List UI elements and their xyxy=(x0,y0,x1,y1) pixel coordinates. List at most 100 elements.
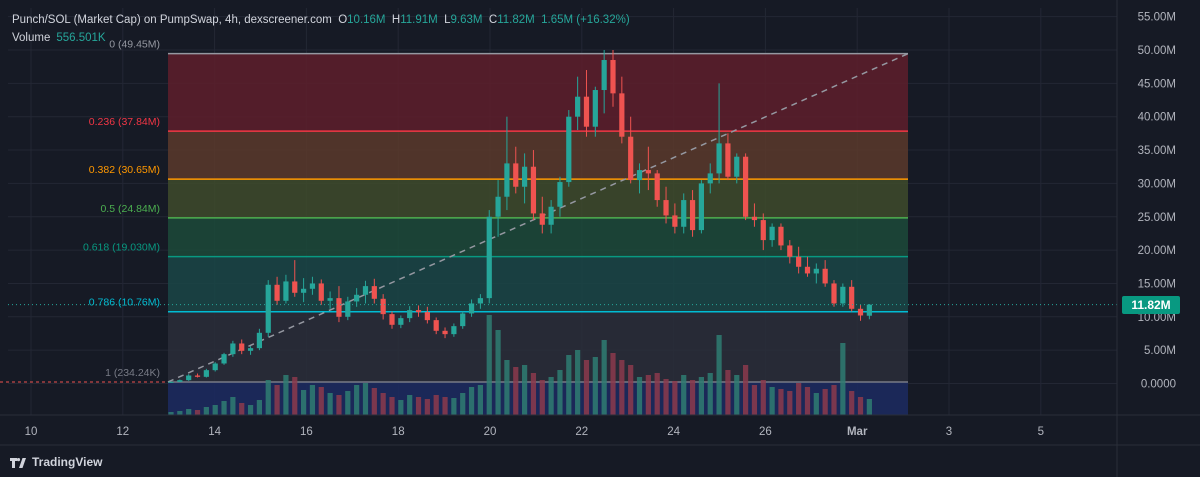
candle-body xyxy=(256,332,262,349)
candle-body xyxy=(442,330,448,335)
candle-body xyxy=(840,286,846,304)
volume-bar xyxy=(566,355,572,415)
volume-bar xyxy=(442,397,448,415)
volume-bar xyxy=(194,410,201,415)
candle-body xyxy=(415,310,422,313)
volume-bar xyxy=(698,377,704,415)
candle-body xyxy=(177,380,183,382)
fib-zone xyxy=(168,131,908,180)
price-axis[interactable]: 55.00M 50.00M 45.00M 40.00M 35.00M 30.00M 25.0… xyxy=(1138,12,1176,391)
candle-body xyxy=(849,286,855,309)
volume-bar xyxy=(601,340,607,415)
volume-bar xyxy=(203,407,209,415)
volume-bar xyxy=(583,360,590,415)
price-tick-label: 10.00M xyxy=(1138,312,1176,324)
candle-body xyxy=(371,286,377,299)
volume-bar xyxy=(716,335,722,415)
volume-bar xyxy=(309,385,316,415)
time-tick-label: Mar xyxy=(847,426,868,438)
candle-body xyxy=(327,298,333,301)
candle-body xyxy=(689,200,696,231)
volume-bar xyxy=(513,367,519,415)
high-label: H xyxy=(391,14,401,26)
volume-bar xyxy=(256,400,262,415)
candle-body xyxy=(194,375,201,377)
candle-body xyxy=(407,310,413,319)
volume-bar xyxy=(177,411,183,415)
fib-zone xyxy=(168,256,908,312)
candle-body xyxy=(274,284,280,301)
symbol-legend: Punch/SOL (Market Cap) on PumpSwap, 4h, … xyxy=(12,14,630,26)
candle-body xyxy=(495,196,501,217)
candle-body xyxy=(460,313,466,327)
time-tick-label: 26 xyxy=(759,426,772,438)
candle-body xyxy=(451,326,457,335)
volume-bar xyxy=(751,385,758,415)
fib-retracement[interactable]: 0 (49.45M) 0.236 (37.84M) 0.382 (30.65M) 0.… xyxy=(0,39,909,415)
volume-bar xyxy=(557,370,563,415)
volume-bar xyxy=(460,393,466,415)
volume-bar xyxy=(495,330,501,415)
candle-body xyxy=(221,354,227,364)
candle-body xyxy=(698,183,704,231)
candle-body xyxy=(212,363,218,371)
time-tick-label: 5 xyxy=(1038,426,1044,438)
candle-body xyxy=(760,220,766,241)
last-price-tag: 11.82M xyxy=(1122,296,1180,314)
volume-bar xyxy=(530,373,537,415)
volume-bar xyxy=(619,360,625,415)
price-tick-label: 40.00M xyxy=(1138,112,1176,124)
volume-bar xyxy=(787,391,793,415)
volume-bar xyxy=(849,391,855,415)
tradingview-brand[interactable]: TradingView xyxy=(10,455,102,469)
volume-bar xyxy=(663,379,669,415)
fib-zone xyxy=(168,179,908,218)
candle-body xyxy=(743,156,749,217)
volume-bar xyxy=(866,399,872,415)
time-tick-label: 20 xyxy=(484,426,497,438)
price-tick-label: 30.00M xyxy=(1138,178,1176,190)
volume-bar xyxy=(539,380,545,415)
volume-bar xyxy=(389,397,395,415)
volume-label: Volume xyxy=(12,32,51,44)
volume-bar xyxy=(433,395,439,415)
price-tick-label: 25.00M xyxy=(1138,212,1176,224)
open-label: O xyxy=(338,14,348,26)
volume-bar xyxy=(681,375,687,415)
candle-body xyxy=(477,298,483,304)
volume-bar xyxy=(654,373,660,415)
fib-zone xyxy=(168,53,908,132)
candle-body xyxy=(672,215,678,227)
volume-bar xyxy=(247,405,254,415)
candle-body xyxy=(186,375,192,381)
candle-body xyxy=(787,245,793,257)
volume-bar xyxy=(796,383,802,415)
volume-bar xyxy=(327,393,333,415)
volume-bar xyxy=(769,387,775,415)
volume-bar xyxy=(318,387,324,415)
candle-body xyxy=(866,304,872,316)
candle-body xyxy=(539,213,545,225)
price-tick-label: 15.00M xyxy=(1138,278,1176,290)
volume-bar xyxy=(398,400,404,415)
candle-body xyxy=(575,96,581,117)
candle-body xyxy=(203,370,209,377)
volume-bar xyxy=(548,377,554,415)
fib-level-label: 0 (49.45M) xyxy=(109,39,160,51)
close-label: C xyxy=(488,14,498,26)
volume-bar xyxy=(813,393,819,415)
candle-body xyxy=(530,166,537,214)
brand-label: TradingView xyxy=(32,455,103,469)
candle-body xyxy=(813,268,819,274)
time-axis[interactable]: 10 12 14 16 18 20 22 24 26 Mar 3 5 xyxy=(25,426,1044,438)
candle-body xyxy=(663,200,669,216)
volume-bar xyxy=(672,381,678,415)
volume-bar xyxy=(424,399,430,415)
volume-bar xyxy=(522,365,528,415)
fib-level-label: 1 (234.24K) xyxy=(105,367,160,379)
candle-body xyxy=(336,298,342,317)
candle-body xyxy=(778,226,784,246)
candle-body xyxy=(636,170,643,181)
